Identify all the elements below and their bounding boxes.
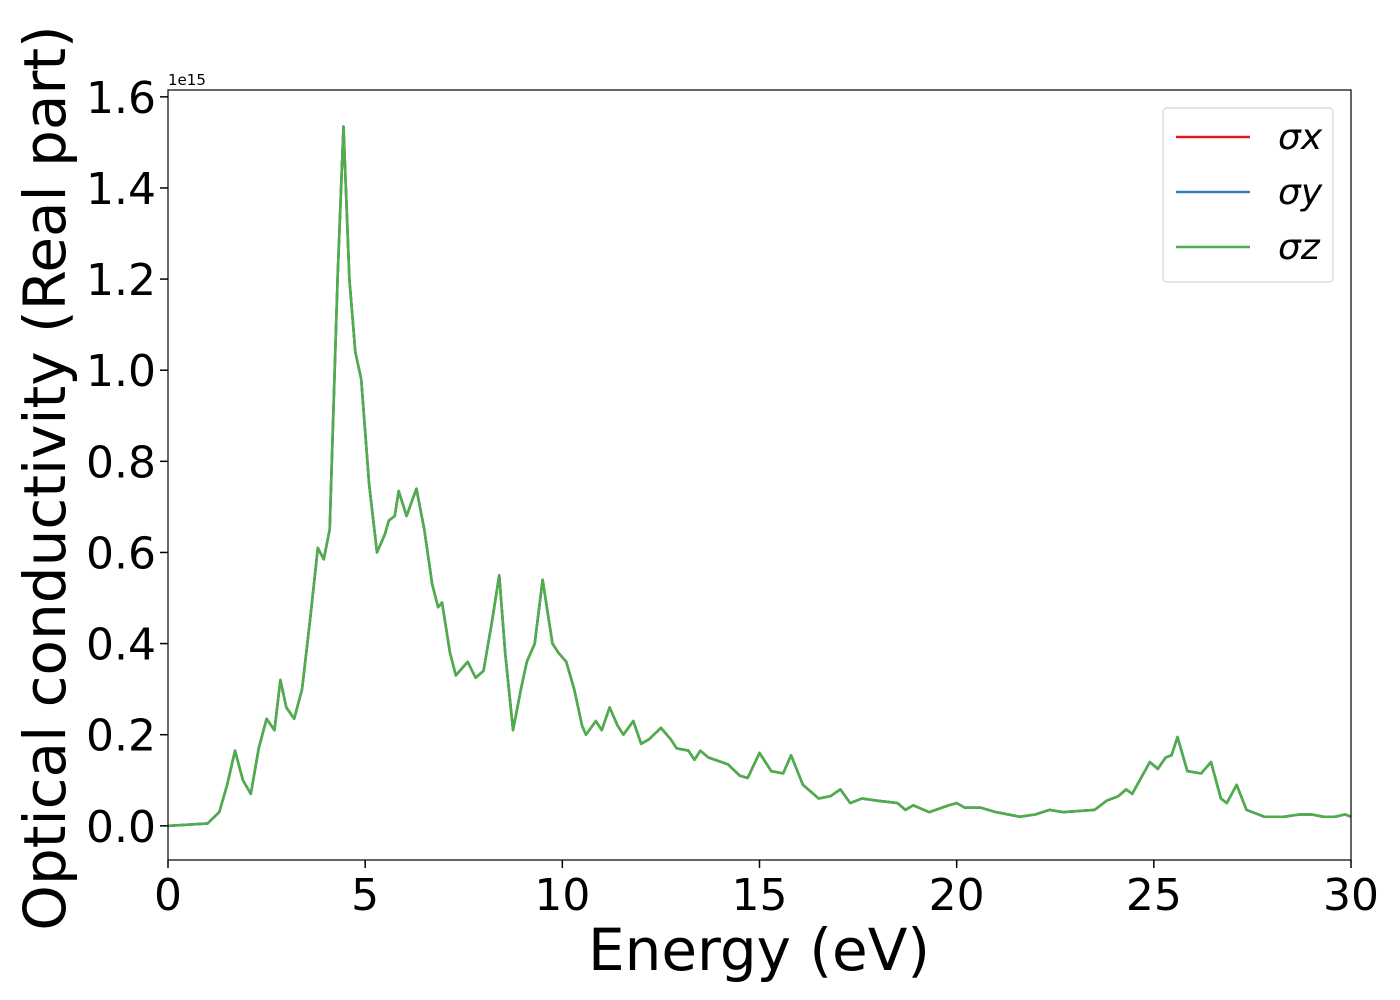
y-offset-label: 1e15 [168, 71, 206, 89]
x-tick-label: 20 [929, 870, 985, 921]
y-tick-label: 0.4 [86, 620, 156, 671]
x-tick-label: 30 [1323, 870, 1379, 921]
x-tick-label: 10 [534, 870, 590, 921]
y-tick-label: 0.8 [86, 437, 156, 488]
x-tick-label: 0 [154, 870, 182, 921]
y-tick-label: 1.4 [86, 164, 156, 215]
legend-box [1162, 107, 1334, 283]
legend-label: σz [1278, 227, 1321, 268]
y-tick-label: 0.0 [86, 802, 156, 853]
legend-label: σy [1278, 172, 1323, 213]
legend-label: σx [1278, 117, 1323, 158]
series-line [167, 125, 1352, 828]
y-tick-label: 0.2 [86, 711, 156, 762]
y-tick-label: 1.6 [86, 73, 156, 124]
x-axis-label: Energy (eV) [588, 916, 930, 984]
x-tick-label: 25 [1126, 870, 1182, 921]
y-tick-label: 1.2 [86, 255, 156, 306]
y-tick-label: 1.0 [86, 346, 156, 397]
y-axis-label: Optical conductivity (Real part) [11, 25, 79, 930]
plot-frame [167, 89, 1352, 861]
y-tick-label: 0.6 [86, 528, 156, 579]
x-tick-label: 15 [732, 870, 788, 921]
x-tick-label: 5 [351, 870, 379, 921]
